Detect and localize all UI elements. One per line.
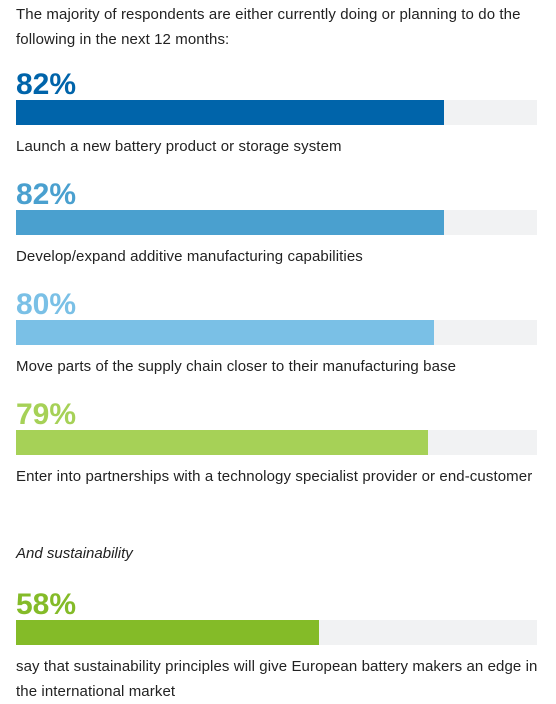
stat-supply-chain: 80% Move parts of the supply chain close… <box>16 290 538 379</box>
bar-track <box>16 430 537 455</box>
bar <box>16 320 434 345</box>
stat-launch-battery: 82% Launch a new battery product or stor… <box>16 70 538 159</box>
bar <box>16 430 428 455</box>
bar-track <box>16 100 537 125</box>
intro-text: The majority of respondents are either c… <box>16 6 521 48</box>
bar <box>16 620 319 645</box>
category-label: Enter into partnerships with a technolog… <box>16 468 533 485</box>
bar <box>16 100 444 125</box>
category-label: Move parts of the supply chain closer to… <box>16 358 457 375</box>
stat-additive-manufacturing: 82% Develop/expand additive manufacturin… <box>16 180 538 269</box>
value-label: 58% <box>16 588 77 621</box>
bar-track <box>16 320 537 345</box>
stat-partnerships: 79% Enter into partnerships with a techn… <box>16 400 538 489</box>
value-label: 79% <box>16 398 77 431</box>
sustainability-subheading: And sustainability <box>16 545 133 562</box>
category-label: Develop/expand additive manufacturing ca… <box>16 248 363 265</box>
bar-track <box>16 210 537 235</box>
category-label: Launch a new battery product or storage … <box>16 138 342 155</box>
value-label: 80% <box>16 288 77 321</box>
stat-sustainability: 58% say that sustainability principles w… <box>16 590 538 704</box>
bar <box>16 210 444 235</box>
value-label: 82% <box>16 68 77 101</box>
value-label: 82% <box>16 178 77 211</box>
bar-track <box>16 620 537 645</box>
category-label: say that sustainability principles will … <box>16 658 538 700</box>
